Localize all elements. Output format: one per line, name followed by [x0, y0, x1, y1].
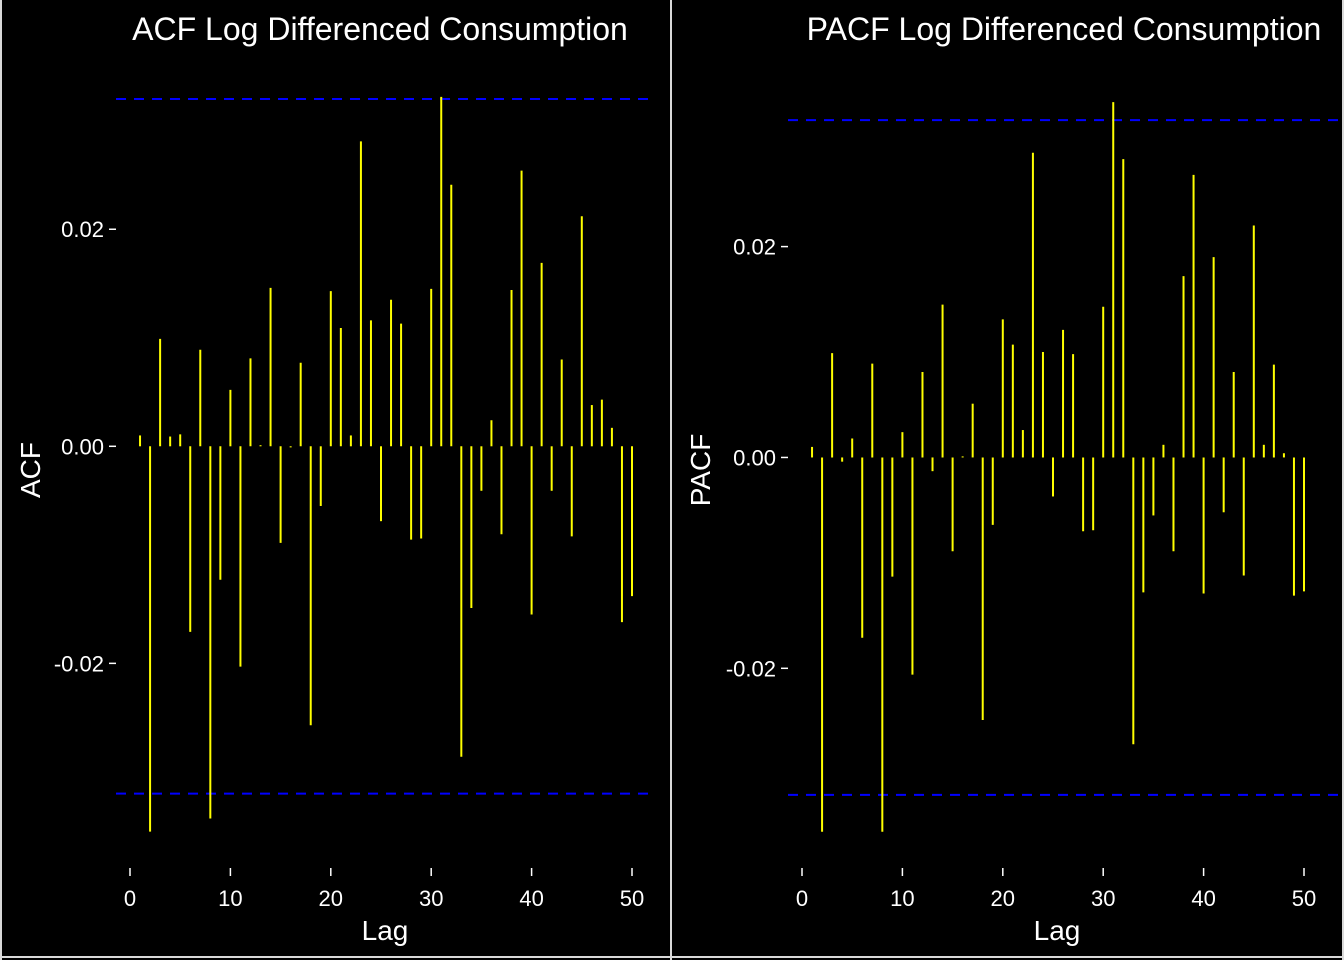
x-tick-label: 0 — [796, 886, 808, 911]
x-tick-label: 20 — [991, 886, 1015, 911]
pacf-chart: PACF Log Differenced Consumption PACF La… — [685, 11, 1340, 946]
y-tick-label: 0.00 — [61, 434, 104, 459]
acf-chart: ACF Log Differenced Consumption ACF Lag … — [15, 11, 655, 946]
panel-border-right — [1342, 0, 1344, 960]
y-tick-label: 0.00 — [733, 445, 776, 470]
x-tick-label: 20 — [319, 886, 343, 911]
chart-title: PACF Log Differenced Consumption — [807, 11, 1322, 47]
panel-border-left — [0, 0, 2, 960]
y-tick-label: 0.02 — [61, 217, 104, 242]
x-tick-label: 10 — [890, 886, 914, 911]
x-tick-label: 0 — [124, 886, 136, 911]
y-axis-label: PACF — [685, 434, 716, 507]
x-tick-label: 40 — [1191, 886, 1215, 911]
chart-title: ACF Log Differenced Consumption — [132, 11, 628, 47]
x-tick-label: 50 — [620, 886, 644, 911]
y-tick-label: -0.02 — [726, 656, 776, 681]
y-tick-label: -0.02 — [54, 651, 104, 676]
y-axis-label: ACF — [15, 442, 46, 498]
x-axis-label: Lag — [1034, 915, 1081, 946]
x-tick-label: 50 — [1292, 886, 1316, 911]
x-axis-label: Lag — [362, 915, 409, 946]
x-tick-label: 10 — [218, 886, 242, 911]
x-tick-label: 30 — [1091, 886, 1115, 911]
panel-divider — [670, 0, 672, 960]
y-tick-label: 0.02 — [733, 235, 776, 260]
x-tick-label: 40 — [519, 886, 543, 911]
x-tick-label: 30 — [419, 886, 443, 911]
panel-border-bottom — [0, 956, 1344, 958]
